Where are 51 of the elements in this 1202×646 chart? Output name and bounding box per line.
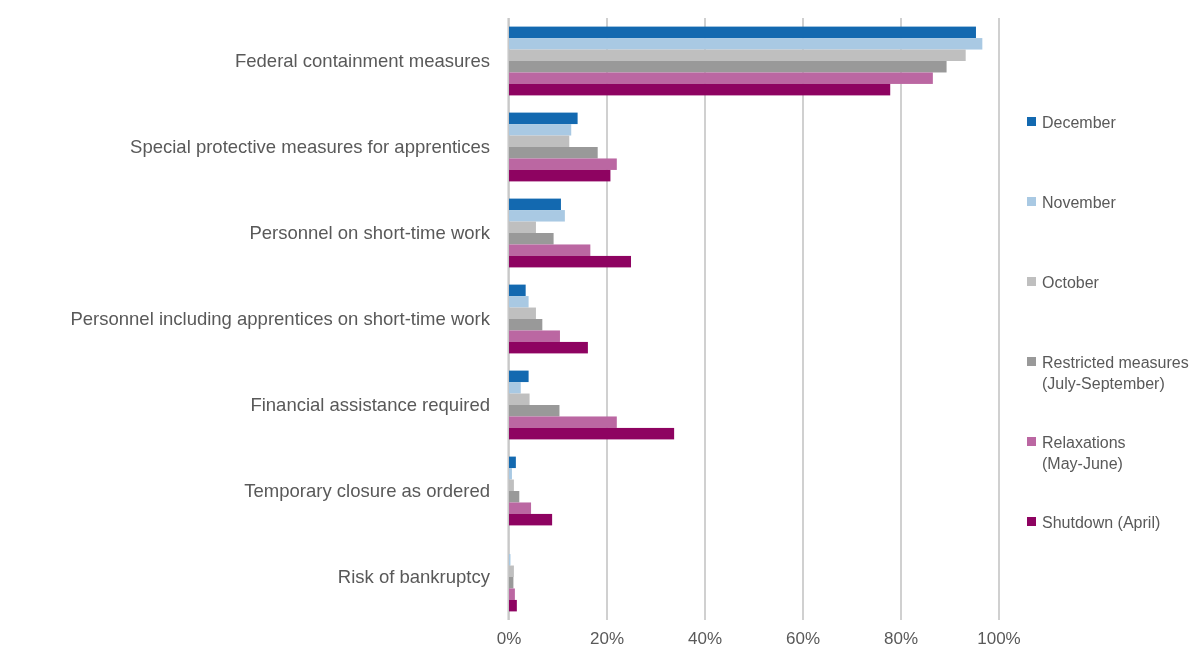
y-tick-label: Financial assistance required	[250, 394, 490, 415]
bar	[509, 147, 598, 159]
bar	[509, 502, 532, 514]
bar	[509, 370, 529, 383]
bar	[509, 158, 617, 170]
legend-label: October	[1042, 274, 1100, 291]
legend-label: Restricted measures (July-September)	[1042, 354, 1189, 392]
bar	[509, 416, 617, 428]
bar	[509, 491, 520, 503]
legend-label: Shutdown (April)	[1042, 514, 1161, 531]
x-tick-label: 100%	[977, 629, 1021, 646]
bar	[509, 599, 517, 612]
x-tick-label: 60%	[785, 629, 821, 646]
bar	[509, 244, 591, 256]
bar	[509, 112, 578, 125]
y-tick-label: Federal containment measures	[234, 50, 490, 71]
bar	[509, 405, 560, 417]
y-tick-label: Risk of bankruptcy	[337, 566, 491, 587]
bar	[509, 38, 983, 50]
bar	[509, 456, 516, 469]
bar	[509, 255, 632, 268]
y-tick-label: Personnel including apprentices on short-time work	[70, 308, 491, 329]
bar	[509, 61, 947, 73]
bar	[509, 210, 565, 222]
bar	[509, 296, 529, 308]
legend-label: December	[1042, 114, 1117, 131]
x-tick-label: 40%	[687, 629, 723, 646]
bar	[509, 233, 554, 245]
bar	[509, 513, 553, 526]
y-tick-label: Temporary closure as ordered	[244, 480, 490, 501]
bar	[509, 72, 933, 84]
bar	[509, 588, 515, 600]
bar	[509, 124, 572, 136]
bar	[509, 26, 976, 39]
bar	[509, 83, 891, 96]
x-tick-label: 80%	[883, 629, 919, 646]
bar	[509, 284, 526, 297]
bar	[509, 341, 588, 354]
x-tick-label: 0%	[496, 629, 522, 646]
bar	[509, 427, 675, 440]
bar	[509, 330, 560, 342]
x-tick-label: 20%	[589, 629, 625, 646]
y-tick-label: Special protective measures for apprentices	[130, 136, 490, 157]
bar	[509, 468, 512, 480]
legend-label: Relaxations (May-June)	[1042, 434, 1126, 472]
bar	[509, 319, 543, 331]
bar	[509, 198, 561, 211]
bar	[509, 169, 611, 182]
bar	[509, 382, 521, 394]
y-tick-label: Personnel on short-time work	[249, 222, 491, 243]
legend-label: November	[1042, 194, 1117, 211]
